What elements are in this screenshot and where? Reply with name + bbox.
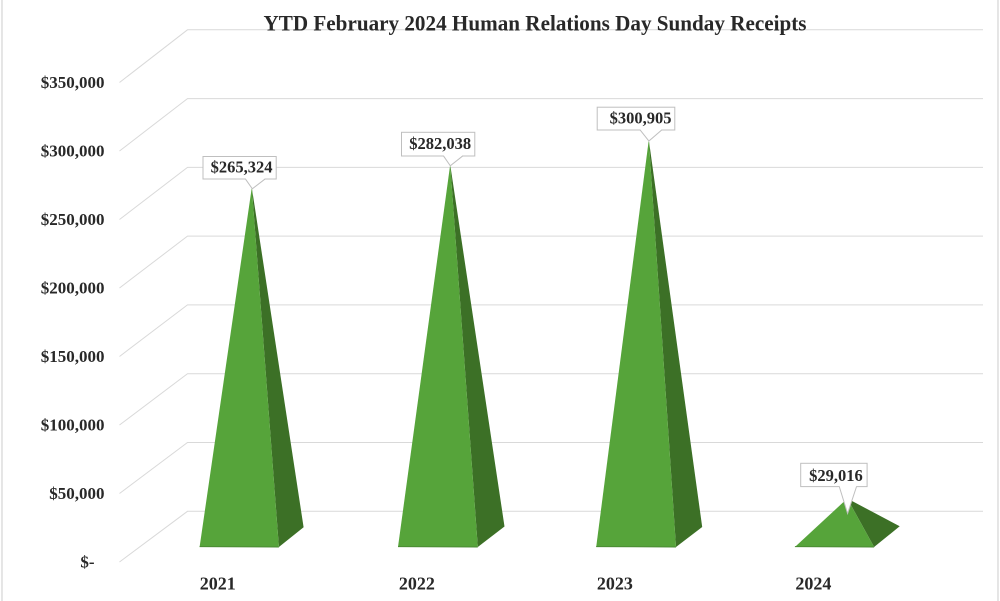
svg-text:$200,000: $200,000: [41, 278, 105, 297]
svg-text:$50,000: $50,000: [49, 484, 104, 503]
svg-text:$350,000: $350,000: [41, 73, 105, 92]
svg-text:$-: $-: [80, 552, 95, 571]
svg-text:$250,000: $250,000: [41, 210, 105, 229]
svg-text:2024: 2024: [795, 573, 831, 593]
svg-text:$100,000: $100,000: [41, 415, 105, 434]
svg-text:$300,000: $300,000: [41, 141, 105, 160]
svg-text:$265,324: $265,324: [211, 158, 273, 177]
svg-text:YTD February 2024 Human Relati: YTD February 2024 Human Relations Day Su…: [264, 11, 807, 36]
svg-text:2022: 2022: [399, 573, 435, 593]
svg-text:2023: 2023: [597, 573, 633, 593]
svg-text:$29,016: $29,016: [809, 466, 863, 485]
svg-text:$150,000: $150,000: [41, 347, 105, 366]
svg-text:2021: 2021: [200, 573, 236, 593]
svg-text:$300,905: $300,905: [610, 109, 672, 128]
svg-text:$282,038: $282,038: [409, 134, 471, 153]
